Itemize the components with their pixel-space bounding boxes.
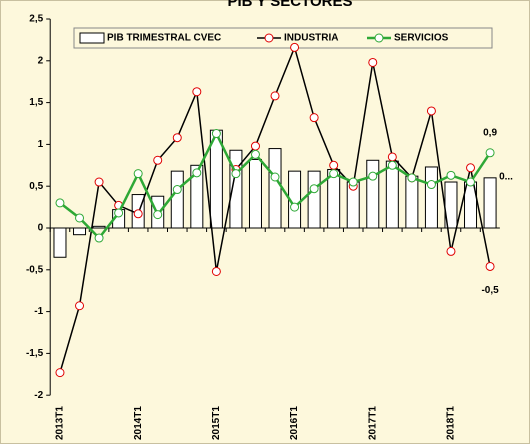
x-tick-label: 2015T1 [211, 406, 222, 440]
y-tick-label: 2 [38, 55, 44, 66]
marker [55, 198, 65, 208]
marker [192, 87, 202, 97]
marker [231, 169, 241, 179]
marker [270, 172, 280, 182]
marker [329, 160, 339, 170]
bar [424, 166, 438, 229]
marker [387, 152, 397, 162]
marker [94, 233, 104, 243]
marker [290, 202, 300, 212]
bar [385, 160, 399, 229]
legend-swatch [79, 32, 105, 44]
bar [268, 148, 282, 229]
marker [270, 91, 280, 101]
marker [211, 266, 221, 276]
marker [407, 173, 417, 183]
y-tick-label: -1,5 [26, 348, 44, 359]
marker [485, 261, 495, 271]
marker [114, 208, 124, 218]
marker [426, 180, 436, 190]
data-label: -0,5 [481, 285, 499, 296]
marker [172, 133, 182, 143]
marker [466, 163, 476, 173]
marker [446, 246, 456, 256]
marker [368, 57, 378, 67]
x-tick-label: 2013T1 [55, 406, 66, 440]
bar [92, 225, 106, 229]
bar [405, 175, 419, 229]
marker [211, 129, 221, 139]
y-tick-label: -0,5 [26, 264, 44, 275]
y-tick-label: -2 [34, 390, 43, 401]
bar [307, 170, 321, 229]
legend-label: SERVICIOS [394, 33, 449, 44]
marker [133, 169, 143, 179]
bar [248, 158, 262, 229]
marker [309, 184, 319, 194]
marker [55, 368, 65, 378]
marker [387, 160, 397, 170]
y-tick-label: 2,5 [29, 14, 43, 25]
marker [368, 171, 378, 181]
marker [446, 170, 456, 180]
marker [94, 177, 104, 187]
legend-box [73, 27, 493, 49]
marker [250, 149, 260, 159]
y-tick-label: 1,5 [29, 97, 43, 108]
y-tick-label: 1 [38, 139, 44, 150]
x-tick-label: 2017T1 [367, 406, 378, 440]
marker [250, 141, 260, 151]
legend-marker [264, 33, 274, 43]
bar [190, 164, 204, 229]
legend-label: PIB TRIMESTRAL CVEC [107, 33, 221, 44]
x-tick-label: 2016T1 [289, 406, 300, 440]
x-tick-label: 2018T1 [446, 406, 457, 440]
marker [348, 177, 358, 187]
marker [75, 301, 85, 311]
bar [53, 227, 67, 258]
marker [309, 113, 319, 123]
marker [153, 210, 163, 220]
legend-marker [374, 33, 384, 43]
data-label: 0... [499, 171, 513, 182]
chart-title: PIB Y SECTORES [227, 0, 352, 10]
bar [73, 227, 87, 236]
marker [153, 155, 163, 165]
y-tick-label: -1 [34, 306, 43, 317]
marker [75, 213, 85, 223]
marker [172, 185, 182, 195]
marker [466, 177, 476, 187]
legend-label: INDUSTRIA [284, 33, 338, 44]
bar [170, 170, 184, 229]
marker [485, 148, 495, 158]
marker [290, 42, 300, 52]
bar [483, 177, 497, 229]
bar [366, 159, 380, 229]
marker [426, 106, 436, 116]
x-tick-label: 2014T1 [133, 406, 144, 440]
marker [329, 169, 339, 179]
marker [133, 209, 143, 219]
y-tick-label: 0 [38, 223, 44, 234]
y-tick-label: 0,5 [29, 181, 43, 192]
marker [192, 168, 202, 178]
data-label: 0,9 [483, 127, 497, 138]
